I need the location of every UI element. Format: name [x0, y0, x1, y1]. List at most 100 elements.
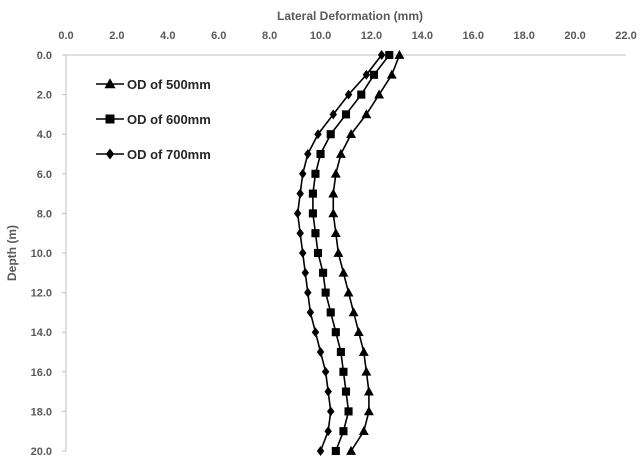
- data-point: [385, 50, 394, 60]
- data-point: [336, 347, 345, 357]
- data-point: [394, 49, 405, 59]
- y-tick-label: 8.0: [37, 208, 52, 220]
- data-point: [346, 129, 357, 139]
- legend-marker: [105, 148, 115, 160]
- x-tick-label: 18.0: [513, 30, 534, 42]
- data-point: [326, 308, 335, 317]
- data-point: [314, 129, 322, 140]
- x-tick-label: 22.0: [615, 30, 636, 42]
- y-tick-label: 0.0: [37, 50, 52, 62]
- data-point: [363, 406, 374, 416]
- x-tick-label: 4.0: [160, 30, 175, 42]
- data-point: [386, 69, 397, 79]
- data-point: [348, 307, 359, 317]
- legend: OD of 500mm OD of 600mm OD of 700mm: [96, 77, 211, 162]
- x-tick-label: 14.0: [412, 30, 433, 42]
- data-point: [330, 228, 341, 238]
- data-point: [311, 229, 320, 238]
- data-point: [374, 89, 385, 99]
- data-point: [329, 109, 337, 120]
- data-point: [316, 446, 325, 456]
- data-point: [362, 69, 371, 80]
- x-axis-title: Lateral Deformation (mm): [277, 9, 423, 23]
- data-point: [344, 407, 353, 416]
- series-layer: [293, 49, 405, 456]
- x-tick-label: 16.0: [463, 30, 484, 42]
- series-square: [308, 50, 394, 456]
- data-point: [311, 169, 320, 178]
- data-point: [296, 228, 304, 239]
- data-point: [377, 50, 386, 60]
- data-point: [321, 288, 330, 297]
- data-point: [335, 148, 346, 158]
- y-tick-label: 16.0: [31, 367, 52, 379]
- y-tick-label: 18.0: [31, 406, 52, 418]
- data-point: [304, 149, 312, 159]
- data-point: [316, 149, 325, 159]
- legend-marker: [104, 78, 116, 89]
- x-tick-label: 0.0: [58, 30, 73, 42]
- legend-label: OD of 500mm: [127, 77, 211, 92]
- data-point: [324, 426, 332, 437]
- data-point: [324, 386, 332, 397]
- data-point: [313, 248, 323, 258]
- data-point: [301, 267, 309, 278]
- data-point: [358, 346, 369, 356]
- data-point: [326, 130, 335, 139]
- x-tick-label: 12.0: [361, 30, 382, 42]
- data-point: [331, 446, 340, 456]
- data-point: [327, 406, 335, 417]
- legend-item: OD of 500mm: [96, 77, 211, 92]
- data-point: [328, 208, 339, 218]
- data-point: [343, 287, 354, 297]
- legend-label: OD of 600mm: [127, 112, 211, 127]
- data-point: [328, 188, 339, 198]
- data-point: [361, 109, 372, 119]
- data-point: [333, 247, 344, 257]
- x-tick-label: 20.0: [564, 30, 585, 42]
- data-point: [339, 367, 348, 376]
- series-triangle: [328, 49, 405, 455]
- data-point: [363, 386, 374, 396]
- y-tick-label: 10.0: [31, 248, 52, 260]
- data-point: [369, 70, 379, 79]
- data-point: [346, 445, 357, 455]
- data-point: [316, 347, 325, 357]
- data-point: [304, 287, 312, 298]
- data-point: [339, 427, 348, 436]
- legend-marker: [105, 114, 115, 124]
- legend-label: OD of 700mm: [127, 147, 211, 162]
- legend-item: OD of 700mm: [96, 147, 211, 162]
- data-point: [319, 268, 328, 277]
- y-tick-label: 6.0: [37, 169, 52, 181]
- y-axis-title: Depth (m): [5, 225, 19, 281]
- data-point: [321, 366, 330, 377]
- data-point: [358, 426, 369, 436]
- data-point: [306, 307, 315, 318]
- y-tick-label: 20.0: [31, 446, 52, 458]
- x-tick-label: 8.0: [262, 30, 277, 42]
- y-tick-label: 2.0: [37, 90, 52, 102]
- data-point: [353, 327, 364, 337]
- y-tick-label: 12.0: [31, 288, 52, 300]
- data-point: [330, 168, 341, 178]
- data-point: [308, 189, 317, 198]
- data-point: [331, 328, 340, 337]
- axes: 0.0 2.0 4.0 6.0 8.0 10.0 12.0 14.0 16.0 18.0 20.0 2…: [31, 30, 637, 458]
- y-tick-label: 14.0: [31, 327, 52, 339]
- y-tick-label: 4.0: [37, 129, 52, 141]
- data-point: [338, 267, 349, 277]
- data-point: [299, 168, 307, 179]
- data-point: [361, 366, 372, 376]
- data-point: [308, 209, 317, 218]
- series-diamond: [293, 50, 386, 456]
- data-point: [341, 110, 351, 119]
- x-tick-label: 6.0: [211, 30, 226, 42]
- x-tick-label: 2.0: [109, 30, 124, 42]
- data-point: [293, 208, 302, 219]
- data-point: [311, 327, 320, 338]
- series-line: [312, 54, 390, 452]
- data-point: [299, 248, 307, 258]
- data-point: [357, 90, 366, 99]
